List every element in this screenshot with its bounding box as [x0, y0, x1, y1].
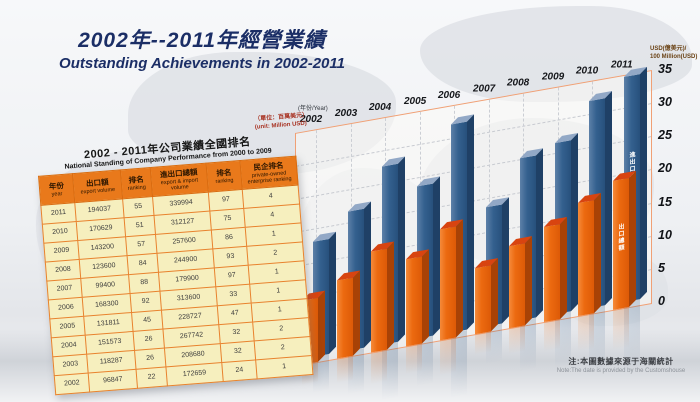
y-tick-20: 20	[658, 161, 672, 176]
source-note-en: Note:The date is provided by the Customs…	[556, 368, 686, 374]
cell-total_rank: 24	[221, 359, 258, 382]
cell-private_rank: 1	[255, 355, 313, 379]
column-header-1: 出口額 export volume	[72, 169, 123, 203]
column-header-5: 民企排名 private-owned enterprise ranking	[239, 156, 299, 190]
bar-export-2010	[578, 199, 594, 364]
column-header-en: ranking	[215, 177, 234, 186]
cell-export_rank: 22	[135, 366, 168, 388]
year-label-2006: 2006	[438, 89, 461, 101]
cell-export_rank: 26	[133, 328, 165, 351]
year-label-2003: 2003	[334, 108, 357, 120]
column-header-en: export & import volume	[160, 177, 199, 192]
bar-export-2006	[440, 226, 456, 388]
cell-total_volume: 172659	[165, 362, 224, 386]
bar-export-2007	[474, 265, 491, 362]
bar-reflection	[440, 337, 456, 388]
bar-export-2004	[371, 248, 387, 395]
page-title: 2002年--2011年經營業績 Outstanding Achievement…	[28, 24, 376, 72]
year-axis-caption: (年份/Year)	[298, 105, 328, 112]
cell-export_rank: 51	[124, 215, 156, 237]
y-tick-15: 15	[658, 194, 672, 209]
performance-table-panel: （單位：百萬美元） (unit: Million USD) 2002 - 201…	[36, 113, 316, 395]
year-label-2004: 2004	[369, 101, 392, 113]
legend-export-label: 出口總額	[617, 223, 623, 253]
y-tick-0: 0	[658, 294, 665, 308]
page-title-en: Outstanding Achievements in 2002-2011	[59, 55, 345, 72]
bar-export-2009	[543, 224, 560, 362]
y-tick-30: 30	[658, 95, 672, 110]
y-tick-5: 5	[658, 260, 665, 275]
column-header-en: year	[51, 191, 63, 199]
performance-table-body: 2011 194037 55 339994 97 4 2010 170629 51 312127 7…	[40, 184, 313, 395]
column-header-3: 進出口總額 export & import volume	[150, 163, 209, 197]
column-header-4: 排名 ranking	[206, 160, 243, 192]
plot-area: (年份/Year) 2002 2003 2004 2005 2006 2007 2008 20…	[295, 59, 652, 402]
column-header-en: ranking	[127, 184, 147, 193]
y-axis-unit-line2: 100 Million(USD)	[650, 53, 698, 60]
column-header-en: private-owned enterprise ranking	[247, 170, 292, 186]
bar-reflection	[405, 343, 422, 384]
year-label-2009: 2009	[541, 71, 564, 83]
cell-export_rank: 26	[134, 347, 166, 369]
y-tick-10: 10	[658, 227, 672, 242]
cell-export_rank: 84	[127, 252, 159, 275]
y-tick-35: 35	[658, 62, 672, 76]
cell-export_volume: 96847	[88, 368, 138, 392]
cell-export_rank: 55	[122, 196, 154, 218]
y-axis-unit-label: USD(億美元)/ 100 Million(USD)	[650, 46, 698, 62]
bar-export-2005	[405, 256, 422, 384]
y-axis-unit-line1: USD(億美元)/	[650, 46, 687, 52]
bar-reflection	[336, 355, 353, 392]
year-label-2011: 2011	[610, 59, 633, 71]
year-label-2007: 2007	[472, 83, 495, 95]
bar-reflection	[509, 325, 525, 363]
cell-export_rank: 57	[125, 234, 157, 256]
cell-export_rank: 88	[128, 271, 160, 294]
column-header-0: 年份 year	[38, 173, 75, 205]
column-header-2: 排名 ranking	[120, 167, 153, 199]
page-title-zh: 2002年--2011年經營業績	[78, 29, 326, 52]
year-label-2005: 2005	[403, 95, 426, 107]
bar-export-2011: 出口總額	[612, 178, 629, 364]
bar-export-2008	[509, 243, 525, 363]
year-label-2010: 2010	[576, 65, 599, 77]
y-tick-25: 25	[658, 128, 672, 143]
bar-export-2003	[336, 277, 353, 392]
bar-reflection	[371, 349, 387, 395]
performance-table: 年份 year 出口額 export volume 排名 ranking 進出口總額 expo…	[38, 155, 314, 395]
source-note: 注:本圖數據來源于海關統計 Note:The date is provided …	[545, 356, 697, 374]
cell-year: 2002	[54, 372, 90, 395]
cell-export_rank: 92	[130, 290, 162, 313]
source-note-zh: 注:本圖數據來源于海關統計	[568, 357, 674, 366]
cell-export_rank: 45	[131, 309, 163, 332]
year-label-2008: 2008	[507, 77, 530, 89]
bar-reflection	[474, 331, 491, 362]
